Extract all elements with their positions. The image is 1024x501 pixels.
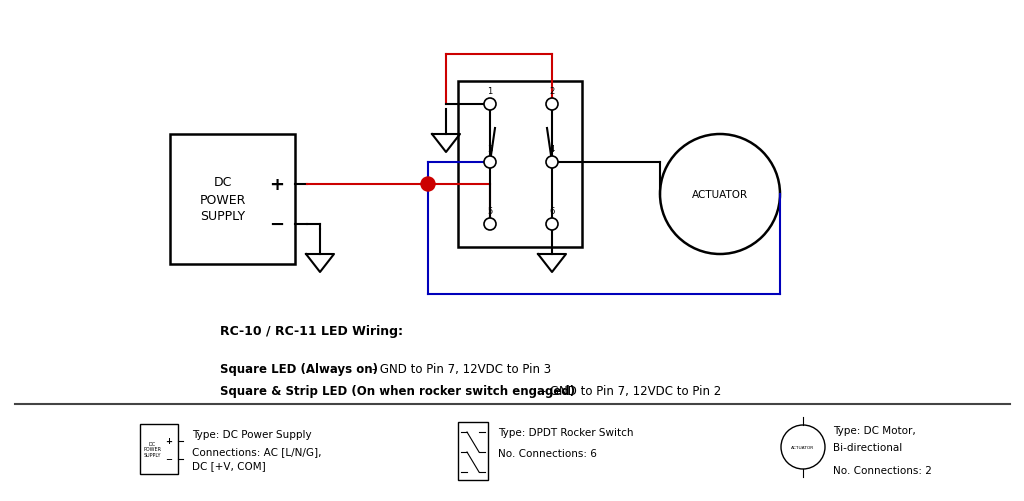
Text: ACTUATOR: ACTUATOR bbox=[792, 445, 815, 449]
Text: +: + bbox=[269, 176, 285, 193]
Text: +: + bbox=[166, 437, 172, 445]
Text: ACTUATOR: ACTUATOR bbox=[692, 189, 749, 199]
Text: Type: DC Power Supply: Type: DC Power Supply bbox=[193, 429, 311, 439]
Bar bbox=[458, 422, 488, 480]
Text: RC-10 / RC-11 LED Wiring:: RC-10 / RC-11 LED Wiring: bbox=[220, 324, 403, 337]
Text: Type: DPDT Rocker Switch: Type: DPDT Rocker Switch bbox=[498, 427, 634, 437]
Circle shape bbox=[546, 99, 558, 111]
Text: −: − bbox=[166, 454, 172, 463]
Text: 4: 4 bbox=[549, 145, 555, 154]
Text: 2: 2 bbox=[549, 87, 555, 96]
Text: Bi-directional: Bi-directional bbox=[833, 442, 902, 452]
Circle shape bbox=[546, 157, 558, 169]
Text: No. Connections: 2: No. Connections: 2 bbox=[833, 465, 932, 475]
Circle shape bbox=[421, 178, 435, 191]
Text: Square LED (Always on): Square LED (Always on) bbox=[220, 362, 378, 375]
Text: 3: 3 bbox=[487, 145, 493, 154]
Circle shape bbox=[484, 157, 496, 169]
Text: DC
POWER
SUPPLY: DC POWER SUPPLY bbox=[200, 176, 246, 223]
Bar bbox=[458, 82, 582, 247]
Circle shape bbox=[660, 135, 780, 255]
Text: 6: 6 bbox=[549, 206, 555, 215]
Bar bbox=[140, 424, 178, 474]
Text: Connections: AC [L/N/G],: Connections: AC [L/N/G], bbox=[193, 446, 322, 456]
Text: 5: 5 bbox=[487, 206, 493, 215]
Text: - GND to Pin 7, 12VDC to Pin 3: - GND to Pin 7, 12VDC to Pin 3 bbox=[368, 362, 551, 375]
Circle shape bbox=[484, 99, 496, 111]
Text: −: − bbox=[269, 215, 285, 233]
Text: - GND to Pin 7, 12VDC to Pin 2: - GND to Pin 7, 12VDC to Pin 2 bbox=[538, 384, 721, 397]
Text: DC
POWER
SUPPLY: DC POWER SUPPLY bbox=[143, 441, 161, 457]
Circle shape bbox=[484, 218, 496, 230]
Text: DC [+V, COM]: DC [+V, COM] bbox=[193, 460, 266, 470]
Text: Square & Strip LED (On when rocker switch engaged): Square & Strip LED (On when rocker switc… bbox=[220, 384, 575, 397]
Circle shape bbox=[546, 218, 558, 230]
Circle shape bbox=[781, 425, 825, 469]
Text: No. Connections: 6: No. Connections: 6 bbox=[498, 448, 597, 458]
Text: 1: 1 bbox=[487, 87, 493, 96]
Bar bbox=[170, 135, 295, 265]
Text: Type: DC Motor,: Type: DC Motor, bbox=[833, 425, 915, 435]
